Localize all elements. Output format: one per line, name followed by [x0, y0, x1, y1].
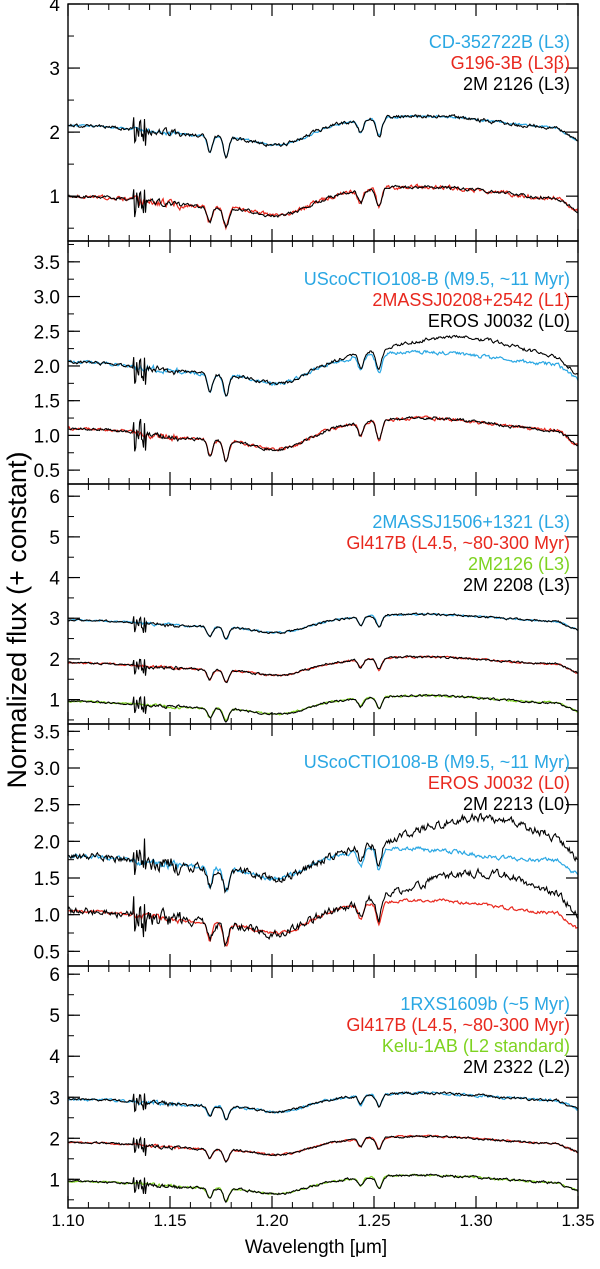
- panel-5-series-6: [68, 1173, 578, 1204]
- panel-2-ytick-label: 0.5: [34, 461, 60, 482]
- panel-4-ytick-label: 1.5: [34, 869, 60, 890]
- panel-3-legend-entry: 2M 2208 (L3): [463, 575, 570, 595]
- panel-5-legend-entry: Kelu-1AB (L2 standard): [382, 1036, 570, 1056]
- panel-5-ytick-label: 1: [49, 1170, 60, 1191]
- panel-1-ytick-label: 3: [49, 59, 60, 80]
- panel-4-ytick-label: 1.0: [34, 906, 60, 927]
- panel-2-legend-entry: UScoCTIO108-B (M9.5, ~11 Myr): [304, 269, 570, 289]
- panel-3-series-2: [68, 612, 578, 640]
- panel-1-ytick-label: 1: [49, 187, 60, 208]
- y-axis-label: Normalized flux (+ constant): [2, 452, 32, 789]
- panel-5-legend-entry: 1RXS1609b (~5 Myr): [400, 994, 570, 1014]
- panel-4-ytick-label: 0.5: [34, 942, 60, 963]
- panel-5-ytick-label: 3: [49, 1088, 60, 1109]
- panel-5-series-2: [68, 1091, 578, 1121]
- panel-2-ytick-label: 3.0: [34, 288, 60, 309]
- panel-5-legend-entry: Gl417B (L4.5, ~80-300 Myr): [346, 1015, 570, 1035]
- panel-5-ytick-label: 4: [49, 1047, 60, 1068]
- panel-4-ytick-label: 3.5: [34, 722, 60, 743]
- panel-5-legend-entry: 2M 2322 (L2): [463, 1057, 570, 1077]
- panel-4-legend-entry: 2M 2213 (L0): [463, 794, 570, 814]
- panel-1-legend-entry: CD-352722B (L3): [429, 32, 570, 52]
- panel-4-legend-entry: EROS J0032 (L0): [428, 773, 570, 793]
- panel-5-ytick-label: 2: [49, 1129, 60, 1150]
- panel-4-series-2: [68, 812, 578, 894]
- panel-2-legend-entry: 2MASSJ0208+2542 (L1): [372, 290, 570, 310]
- panel-4-ytick-label: 2.5: [34, 796, 60, 817]
- panel-3-ytick-label: 6: [49, 487, 60, 508]
- panel-1-legend-entry: G196-3B (L3β): [451, 53, 570, 73]
- panel-3-legend-entry: Gl417B (L4.5, ~80-300 Myr): [346, 533, 570, 553]
- x-axis-label: Wavelength [μm]: [245, 1237, 387, 1258]
- panel-4-ytick-label: 2.0: [34, 832, 60, 853]
- panel-4-plot-area: [68, 812, 578, 948]
- panel-3-series-5: [68, 693, 578, 722]
- panel-1-legend-entry: 2M 2126 (L3): [463, 74, 570, 94]
- x-tick-label: 1.20: [255, 1211, 288, 1230]
- panel-3-legend-entry: 2MASSJ1506+1321 (L3): [372, 512, 570, 532]
- panel-5-frame: [67, 965, 579, 1209]
- panels-group: 1 2 3 4 CD-352722B (L3)G196-3B (L3β)2M 2126 …: [34, 0, 595, 1230]
- panel-5-series-4: [68, 1134, 578, 1164]
- panel-2-series-4: [68, 416, 578, 463]
- panel-3-series-6: [68, 693, 578, 723]
- x-tick-label: 1.10: [51, 1211, 84, 1230]
- panel-3-ytick-label: 3: [49, 609, 60, 630]
- panel-5-ytick-label: 6: [49, 965, 60, 986]
- panel-2-ytick-label: 2.0: [34, 357, 60, 378]
- panel-3-series-4: [68, 655, 578, 684]
- panel-5-ytick-label: 5: [49, 1006, 60, 1027]
- x-tick-label: 1.30: [459, 1211, 492, 1230]
- panel-3-ytick-label: 5: [49, 528, 60, 549]
- x-tick-label: 1.35: [561, 1211, 594, 1230]
- panel-3-plot-area: [68, 612, 578, 723]
- panel-4-series-4: [68, 867, 578, 948]
- panel-1-ytick-label: 2: [49, 123, 60, 144]
- panel-2-ytick-label: 3.5: [34, 253, 60, 274]
- panel-3-ytick-label: 1: [49, 691, 60, 712]
- panel-1-series-2: [68, 114, 578, 160]
- panel-3-ytick-label: 4: [49, 569, 60, 590]
- x-tick-label: 1.25: [357, 1211, 390, 1230]
- panel-2-legend-entry: EROS J0032 (L0): [428, 311, 570, 331]
- panel-2-series-3: [68, 415, 578, 463]
- panel-1-series-4: [68, 184, 578, 229]
- panel-3-legend-entry: 2M2126 (L3): [468, 554, 570, 574]
- x-tick-label: 1.15: [153, 1211, 186, 1230]
- panel-4-ytick-label: 3.0: [34, 759, 60, 780]
- panel-1-ytick-label: 4: [49, 0, 60, 16]
- panel-5-plot-area: [68, 1090, 578, 1204]
- panel-2-ytick-label: 1.0: [34, 426, 60, 447]
- panel-1-plot-area: [68, 114, 578, 231]
- panel-2-ytick-label: 1.5: [34, 392, 60, 413]
- panel-3-ytick-label: 2: [49, 650, 60, 671]
- panel-2-series-2: [68, 334, 578, 397]
- panel-2-plot-area: [68, 334, 578, 463]
- panel-4-legend-entry: UScoCTIO108-B (M9.5, ~11 Myr): [304, 752, 570, 772]
- panel-2-ytick-label: 2.5: [34, 322, 60, 343]
